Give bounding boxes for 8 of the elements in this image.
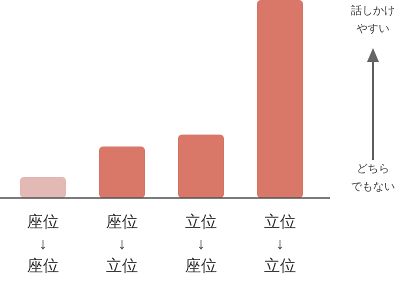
x-tick-label: 立位 ↓ 立位 — [264, 213, 296, 275]
text: でもない — [351, 181, 395, 193]
text: 話しかけ — [351, 4, 395, 17]
x-tick-label: 座位 ↓ 立位 — [106, 213, 138, 275]
x-tick-label: 座位 ↓ 座位 — [27, 213, 59, 275]
text: どちら — [356, 163, 390, 175]
x-tick-label: 立位 ↓ 座位 — [185, 213, 217, 275]
text: やすい — [356, 23, 390, 35]
